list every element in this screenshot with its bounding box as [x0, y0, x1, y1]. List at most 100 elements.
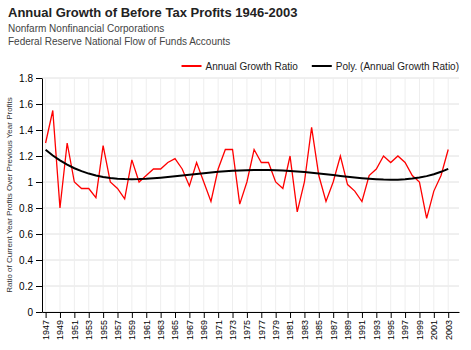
x-tick: 1979 [271, 312, 281, 340]
chart-svg: 1947194919511953195519571959196119631965… [0, 0, 471, 350]
y-grid-line [42, 260, 459, 261]
x-grid-line [448, 78, 449, 312]
x-grid-line [304, 78, 305, 312]
y-tick-label: 1.2 [19, 151, 33, 162]
x-tick-label: 1955 [98, 320, 108, 340]
y-tick: 1.6 [19, 99, 42, 110]
x-grid-line [103, 78, 104, 312]
x-tick-label: 1977 [257, 320, 267, 340]
x-tick-label: 1949 [55, 320, 65, 340]
x-grid-line [88, 78, 89, 312]
x-tick: 1989 [343, 312, 353, 340]
x-grid-line [232, 78, 233, 312]
y-grid-line [42, 104, 459, 105]
y-grid-line [42, 130, 459, 131]
x-grid-line [376, 78, 377, 312]
legend-swatch [312, 65, 332, 67]
series-line [46, 150, 449, 180]
chart-subtitle: Nonfarm Nonfinancial Corporations [8, 23, 164, 34]
x-tick: 1951 [70, 312, 80, 340]
x-grid-line [390, 78, 391, 312]
y-tick-mark [36, 234, 42, 235]
x-tick-mark [46, 312, 47, 318]
x-tick-label: 1985 [314, 320, 324, 340]
y-tick-label: 0.8 [19, 203, 33, 214]
y-tick-label: 0 [27, 307, 33, 318]
x-tick-label: 1989 [343, 320, 353, 340]
x-tick: 1963 [156, 312, 166, 340]
x-tick-mark [218, 312, 219, 318]
x-tick-mark [362, 312, 363, 318]
x-tick-label: 1973 [228, 320, 238, 340]
x-tick: 1961 [142, 312, 152, 340]
x-grid-line [45, 78, 46, 312]
legend: Annual Growth Ratio Poly. (Annual Growth … [182, 61, 459, 72]
x-tick: 1957 [113, 312, 123, 340]
x-tick-mark [319, 312, 320, 318]
y-tick-mark [36, 78, 42, 79]
x-tick: 1997 [400, 312, 410, 340]
x-grid-line [347, 78, 348, 312]
y-tick: 0.2 [19, 281, 42, 292]
x-grid-line [146, 78, 147, 312]
y-tick-label: 1.6 [19, 99, 33, 110]
x-grid-line [261, 78, 262, 312]
x-tick: 2001 [429, 312, 439, 340]
x-tick-label: 1965 [170, 320, 180, 340]
x-tick-label: 1975 [242, 320, 252, 340]
x-tick-mark [290, 312, 291, 318]
chart-title: Annual Growth of Before Tax Profits 1946… [8, 5, 297, 20]
x-tick-mark [233, 312, 234, 318]
y-tick: 1.4 [19, 125, 42, 136]
x-grid-line [419, 78, 420, 312]
y-tick: 1.8 [19, 73, 42, 84]
x-tick-label: 1997 [400, 320, 410, 340]
x-tick-mark [348, 312, 349, 318]
y-tick: 0.4 [19, 255, 42, 266]
x-grid-line [333, 78, 334, 312]
y-tick-label: 0.2 [19, 281, 33, 292]
x-tick: 1995 [386, 312, 396, 340]
y-grid-line [42, 234, 459, 235]
x-tick: 1949 [55, 312, 65, 340]
y-tick-mark [36, 182, 42, 183]
grid [42, 78, 459, 312]
legend-label: Annual Growth Ratio [206, 61, 299, 72]
x-tick-mark [117, 312, 118, 318]
x-tick: 1955 [98, 312, 108, 340]
x-tick-mark [261, 312, 262, 318]
x-tick-label: 1969 [199, 320, 209, 340]
series-line [46, 111, 449, 219]
y-tick: 1.2 [19, 151, 42, 162]
y-axis-title: Ratio of Current Year Profits Over Previ… [5, 97, 14, 293]
x-axis: 1947194919511953195519571959196119631965… [41, 312, 460, 340]
x-tick: 1977 [257, 312, 267, 340]
x-tick-label: 1983 [300, 320, 310, 340]
x-grid-line [175, 78, 176, 312]
x-tick-mark [161, 312, 162, 318]
x-tick-label: 1991 [357, 320, 367, 340]
x-tick-label: 1971 [214, 320, 224, 340]
x-tick-mark [276, 312, 277, 318]
x-tick: 1975 [242, 312, 252, 340]
x-tick: 1993 [372, 312, 382, 340]
x-tick-mark [405, 312, 406, 318]
legend-label: Poly. (Annual Growth Ratio) [336, 61, 459, 72]
x-tick-label: 1963 [156, 320, 166, 340]
chart-subtitle: Federal Reserve National Flow of Funds A… [8, 36, 230, 47]
x-tick-mark [376, 312, 377, 318]
x-grid-line [361, 78, 362, 312]
y-tick-mark [36, 286, 42, 287]
legend-swatch [182, 65, 202, 67]
x-grid-line [117, 78, 118, 312]
x-grid-line [275, 78, 276, 312]
x-tick-label: 1951 [70, 320, 80, 340]
x-tick: 1983 [300, 312, 310, 340]
x-tick-mark [204, 312, 205, 318]
y-tick-mark [36, 130, 42, 131]
x-tick: 1973 [228, 312, 238, 340]
x-tick-label: 1995 [386, 320, 396, 340]
x-axis-line [43, 312, 460, 313]
x-tick-mark [448, 312, 449, 318]
x-tick-label: 1979 [271, 320, 281, 340]
